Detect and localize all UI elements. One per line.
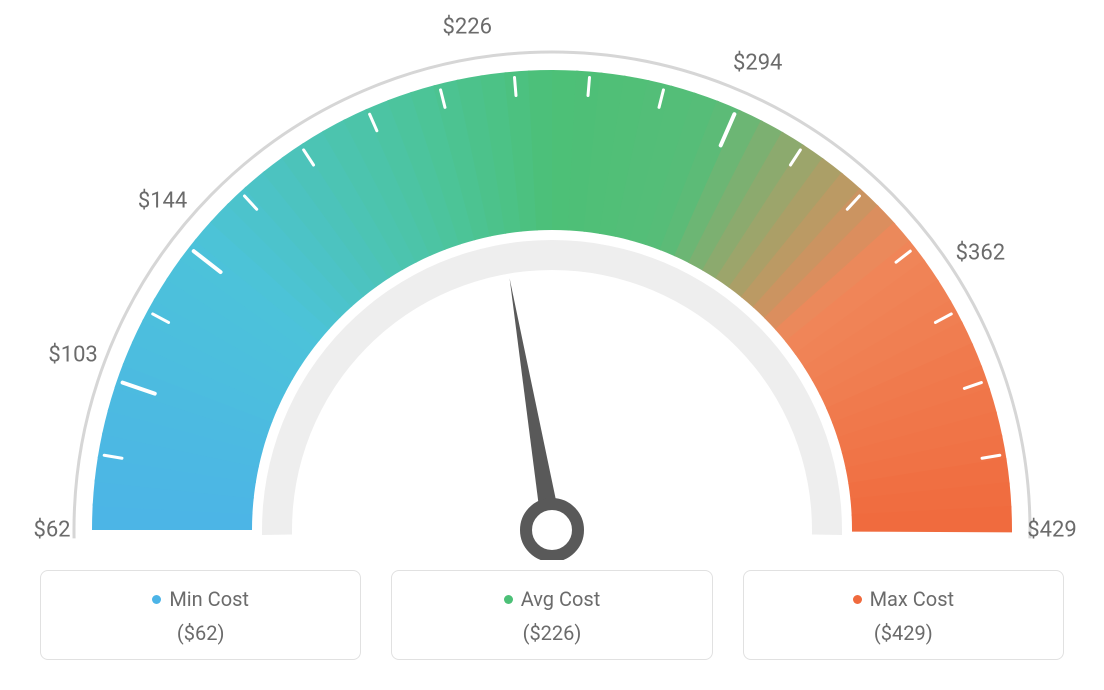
legend-title-min-text: Min Cost — [169, 587, 249, 611]
legend-dot-min — [152, 595, 161, 604]
tick-label: $144 — [138, 188, 187, 213]
tick-label: $362 — [956, 241, 1005, 266]
tick-label: $62 — [33, 518, 70, 543]
tick-label: $226 — [443, 15, 492, 40]
legend-card-max: Max Cost ($429) — [743, 570, 1064, 660]
legend-title-min: Min Cost — [41, 587, 360, 611]
legend-value-max: ($429) — [744, 621, 1063, 645]
tick-label: $429 — [1027, 518, 1076, 543]
tick-label: $103 — [48, 342, 97, 367]
minor-tick — [588, 78, 589, 96]
legend-title-max-text: Max Cost — [870, 587, 955, 611]
tick-label: $294 — [733, 51, 782, 76]
gauge-container: $62 $103 $144 $226 $294 $362 $429 — [0, 0, 1104, 560]
legend-title-avg: Avg Cost — [392, 587, 711, 611]
legend-card-avg: Avg Cost ($226) — [391, 570, 712, 660]
gauge-svg — [0, 0, 1104, 560]
legend-title-max: Max Cost — [744, 587, 1063, 611]
gauge-needle — [510, 279, 562, 532]
gauge-hub — [526, 504, 578, 556]
minor-tick — [515, 78, 516, 96]
legend-row: Min Cost ($62) Avg Cost ($226) Max Cost … — [0, 570, 1104, 660]
legend-value-avg: ($226) — [392, 621, 711, 645]
legend-dot-avg — [504, 595, 513, 604]
legend-title-avg-text: Avg Cost — [521, 587, 601, 611]
legend-dot-max — [853, 595, 862, 604]
legend-value-min: ($62) — [41, 621, 360, 645]
legend-card-min: Min Cost ($62) — [40, 570, 361, 660]
